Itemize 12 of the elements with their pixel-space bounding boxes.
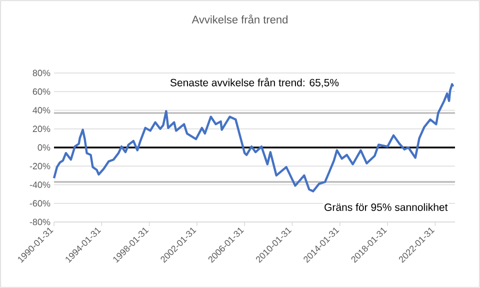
y-tick-label: -80% (30, 218, 50, 226)
y-tick-label: -20% (30, 162, 50, 170)
y-tick-label: 20% (32, 126, 50, 132)
y-tick-label: 80% (32, 70, 50, 76)
y-tick-label: 40% (32, 107, 50, 114)
y-tick-label: -60% (30, 200, 50, 207)
y-tick-label: -40% (30, 182, 50, 188)
annotation: Senaste avvikelse från trend: 65,5% (170, 78, 339, 88)
y-tick-label: 60% (32, 88, 50, 95)
chart-title: Avvikelse från trend (192, 14, 288, 24)
y-tick-label: 0% (38, 144, 50, 151)
annotation: Gräns för 95% sannolikhet (324, 203, 448, 211)
